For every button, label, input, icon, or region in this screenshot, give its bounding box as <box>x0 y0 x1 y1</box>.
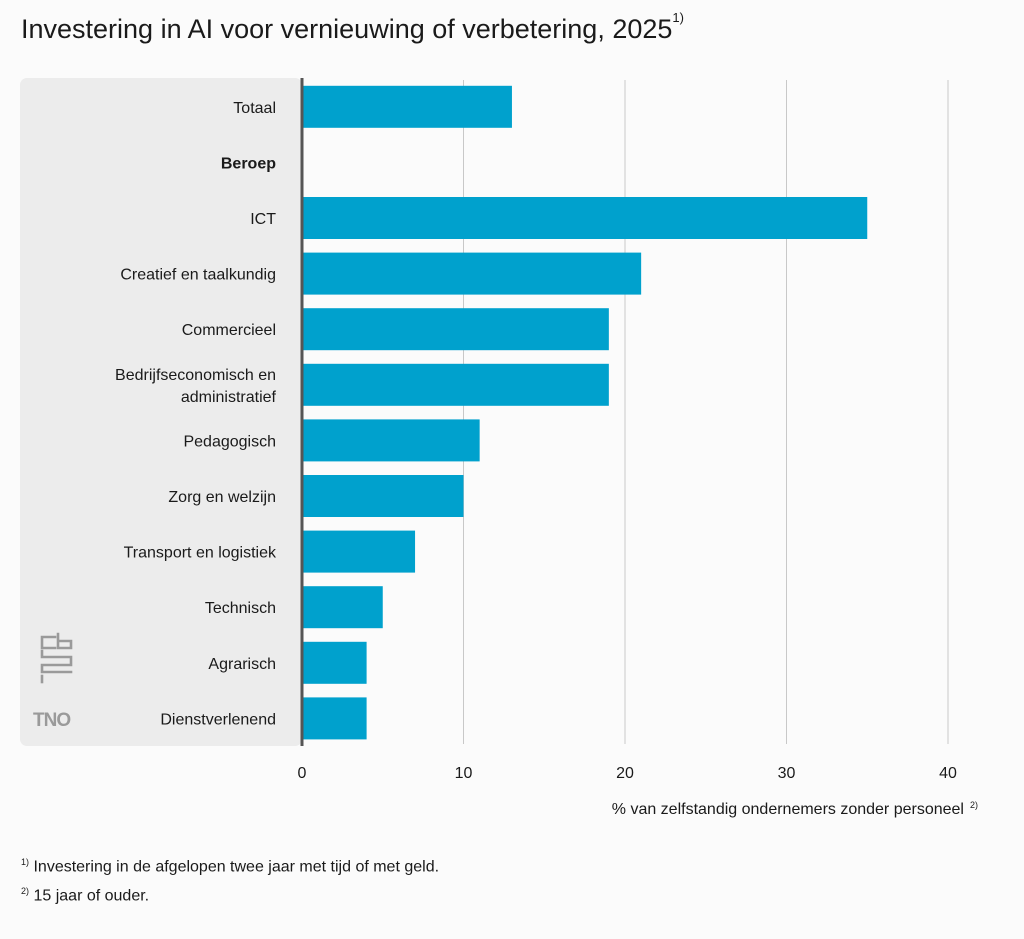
category-label: ICT <box>250 211 276 228</box>
category-label: Technisch <box>205 600 276 617</box>
bar <box>302 85 512 128</box>
footnotes: 1) Investering in de afgelopen twee jaar… <box>21 850 439 909</box>
tno-logo: TNO <box>33 710 71 731</box>
x-tick-label: 20 <box>616 765 634 782</box>
title-note-marker: 1) <box>672 10 684 25</box>
bar <box>302 197 868 239</box>
bar <box>302 419 480 462</box>
bar <box>302 530 416 573</box>
category-labels: Totaal Beroep ICT Creatief en taalkundig Com… <box>115 100 277 729</box>
x-axis-label: % van zelfstandig ondernemers zonder per… <box>612 800 978 818</box>
footnote-2: 2) 15 jaar of ouder. <box>21 879 439 908</box>
category-panel <box>20 78 302 746</box>
chart-title-text: Investering in AI voor vernieuwing of ve… <box>21 14 673 44</box>
bar <box>302 308 609 351</box>
x-tick-label: 0 <box>298 765 307 782</box>
bar <box>302 363 609 406</box>
footnote-1: 1) Investering in de afgelopen twee jaar… <box>21 850 439 879</box>
category-label: Totaal <box>233 100 276 117</box>
bar <box>302 697 367 740</box>
chart-title: Investering in AI voor vernieuwing of ve… <box>21 10 684 45</box>
footnote-2-text: 15 jaar of ouder. <box>33 887 150 905</box>
cbs-logo <box>40 632 73 684</box>
category-label: Transport en logistiek <box>124 545 277 562</box>
category-label: Agrarisch <box>208 656 276 673</box>
x-tick-label: 30 <box>778 765 796 782</box>
category-label: Zorg en welzijn <box>168 489 276 506</box>
gridlines <box>463 80 949 744</box>
bar <box>302 586 383 629</box>
x-tick-label: 10 <box>455 765 473 782</box>
category-label: Bedrijfseconomisch en administratief <box>115 367 277 406</box>
x-tick-label: 40 <box>939 765 957 782</box>
bars <box>302 85 868 740</box>
footnote-1-text: Investering in de afgelopen twee jaar me… <box>33 858 440 876</box>
category-label: Creatief en taalkundig <box>120 267 276 284</box>
bar <box>302 641 367 684</box>
svg-text:TNO: TNO <box>33 710 70 731</box>
bar <box>302 252 642 295</box>
footnote-2-marker: 2) <box>21 886 30 897</box>
category-label: Dienstverlenend <box>160 711 276 728</box>
bar <box>302 475 464 517</box>
category-label: Beroep <box>221 155 276 172</box>
footnote-1-marker: 1) <box>21 857 30 867</box>
bar-chart: Totaal Beroep ICT Creatief en taalkundig Com… <box>20 78 978 818</box>
category-label: Commercieel <box>182 322 276 339</box>
category-label: Pedagogisch <box>183 433 276 450</box>
x-tick-labels: 0 10 20 30 40 <box>298 765 957 782</box>
